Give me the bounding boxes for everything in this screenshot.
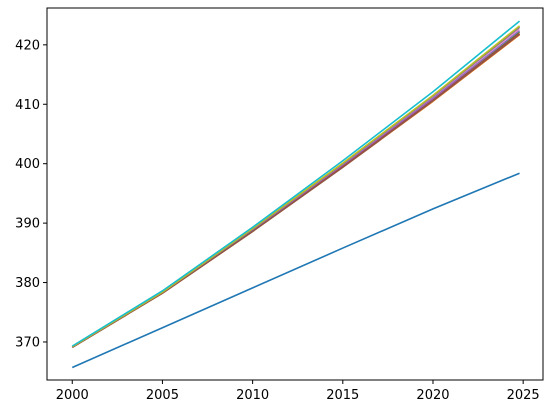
x-tick-label: 2020 [416,388,449,403]
y-tick-label: 390 [15,217,40,232]
series-line-6 [71,33,521,349]
plot-frame [46,7,544,381]
y-tick-label: 410 [15,98,40,113]
x-tick-label: 2005 [146,388,179,403]
y-tick-label: 380 [15,276,40,291]
series-lines [71,20,521,369]
y-axis: 370 380 390 400 410 420 [15,38,47,350]
series-line-1 [71,172,520,369]
x-axis: 2000 2005 2010 2015 2020 2025 [56,380,540,403]
y-tick-label: 420 [15,38,40,53]
series-line-10 [71,20,521,347]
series-line-9 [71,25,521,348]
series-line-5 [71,29,521,348]
y-tick-label: 400 [15,157,40,172]
x-tick-label: 2000 [56,388,89,403]
y-tick-label: 370 [15,335,40,350]
x-tick-label: 2025 [507,388,540,403]
x-tick-label: 2015 [326,388,359,403]
x-tick-label: 2010 [236,388,269,403]
